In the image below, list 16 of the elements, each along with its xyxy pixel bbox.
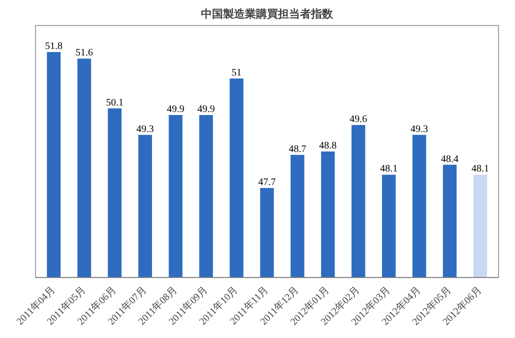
data-label: 51: [232, 68, 242, 79]
data-label: 48.4: [441, 154, 459, 165]
chart-title: 中国製造業購買担当者指数: [201, 8, 334, 20]
data-label: 48.8: [319, 140, 337, 152]
data-label: 49.6: [350, 114, 368, 125]
data-label: 51.8: [45, 41, 63, 52]
data-label: 49.9: [197, 104, 215, 116]
data-label: 48.1: [471, 164, 489, 175]
data-label: 48.1: [380, 164, 398, 175]
data-label: 49.3: [136, 124, 154, 135]
data-label: 48.7: [288, 144, 306, 155]
data-label: 51.6: [75, 48, 93, 59]
data-label: 49.9: [166, 104, 184, 116]
data-label: 47.7: [258, 176, 276, 188]
data-label: 50.1: [106, 97, 124, 108]
data-label: 49.3: [410, 124, 428, 135]
